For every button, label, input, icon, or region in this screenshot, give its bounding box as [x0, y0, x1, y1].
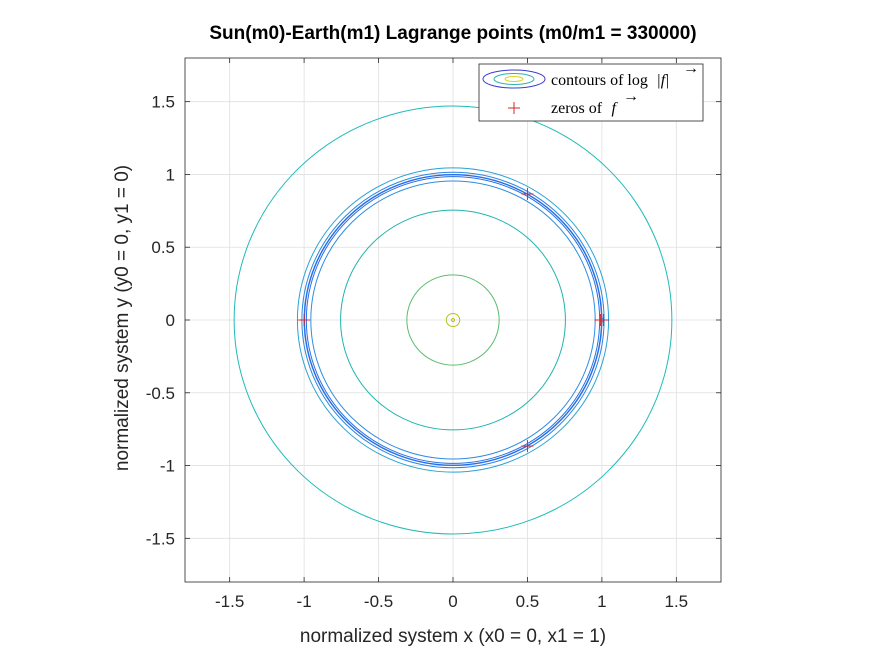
contour-line — [445, 312, 461, 328]
zero-marker — [298, 314, 311, 326]
legend-symbol-zeros: f — [612, 100, 619, 117]
y-tick-label: -0.5 — [146, 384, 175, 403]
x-tick-label: -0.5 — [364, 592, 393, 611]
zero-markers — [298, 187, 610, 453]
legend-label-zeros: zeros of — [551, 100, 603, 117]
x-tick-labels: -1.5 -1 -0.5 0 0.5 1 1.5 — [215, 592, 688, 611]
x-tick-label: 1 — [597, 592, 606, 611]
chart-title: Sun(m0)-Earth(m1) Lagrange points (m0/m1… — [209, 23, 696, 44]
y-tick-label: -1 — [160, 457, 175, 476]
x-tick-label: 1.5 — [665, 592, 689, 611]
y-axis-label: normalized system y (y0 = 0, y1 = 0) — [112, 165, 133, 471]
legend-vector-arrow-2: → — [623, 88, 639, 105]
y-tick-label: -1.5 — [146, 529, 175, 548]
legend-contour-outer — [482, 69, 546, 89]
contour-line — [233, 105, 673, 535]
contour-line — [340, 209, 566, 431]
legend-label-contours: contours of log — [551, 72, 648, 89]
x-axis-label: normalized system x (x0 = 0, x1 = 1) — [300, 626, 606, 647]
y-tick-label: 1 — [166, 165, 175, 184]
legend-contour-inner — [504, 76, 524, 82]
x-tick-label: -1.5 — [215, 592, 244, 611]
x-tick-label: 0 — [448, 592, 457, 611]
legend-entry-zeros: zeros of f — [551, 100, 619, 117]
legend: contours of log |f| zeros of f → → — [478, 60, 704, 122]
y-tick-label: 0.5 — [151, 238, 175, 257]
legend-entry-contours: contours of log |f| — [551, 72, 670, 89]
zero-marker — [521, 440, 534, 453]
legend-symbol-contours: |f| — [656, 72, 669, 89]
legend-plus-marker — [508, 102, 520, 114]
zero-marker — [521, 187, 534, 200]
x-tick-label: -1 — [297, 592, 312, 611]
axis-ticks — [185, 58, 721, 582]
y-tick-labels: -1.5 -1 -0.5 0 0.5 1 1.5 — [146, 93, 175, 549]
legend-contour-mid — [493, 73, 535, 85]
y-tick-label: 0 — [166, 311, 175, 330]
legend-contour-swatch — [482, 69, 546, 89]
contour-line — [451, 318, 455, 322]
grid — [185, 58, 721, 582]
contour-line — [406, 274, 500, 366]
y-tick-label: 1.5 — [151, 93, 175, 112]
x-tick-label: 0.5 — [516, 592, 540, 611]
zero-marker — [597, 314, 610, 326]
legend-vector-arrow-1: → — [683, 60, 699, 77]
